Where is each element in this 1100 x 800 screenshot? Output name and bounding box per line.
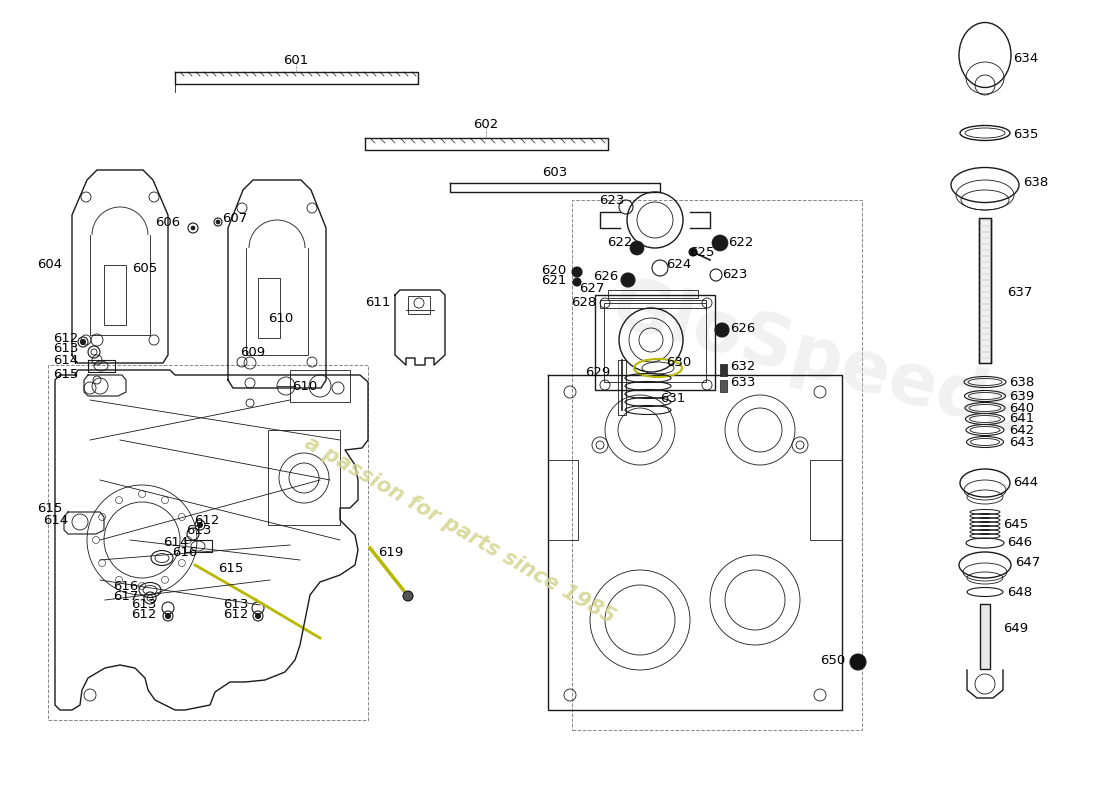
- Text: 623: 623: [722, 267, 747, 281]
- Text: 616: 616: [172, 546, 197, 558]
- Bar: [595, 295, 715, 390]
- Text: 627: 627: [579, 282, 604, 294]
- Bar: [720, 380, 727, 392]
- Text: 646: 646: [1006, 537, 1032, 550]
- Bar: [548, 460, 578, 540]
- Bar: [720, 364, 727, 376]
- Text: 612: 612: [53, 331, 78, 345]
- Circle shape: [572, 267, 582, 277]
- Text: 622: 622: [728, 237, 754, 250]
- Bar: [810, 460, 842, 540]
- Text: 613: 613: [131, 598, 156, 610]
- Text: 612: 612: [194, 514, 219, 526]
- Text: 642: 642: [1009, 423, 1034, 437]
- Circle shape: [850, 654, 866, 670]
- Circle shape: [165, 614, 170, 618]
- Text: GloSpeeds: GloSpeeds: [603, 271, 1037, 449]
- Text: 643: 643: [1009, 435, 1034, 449]
- Text: 629: 629: [585, 366, 611, 379]
- Text: 613: 613: [222, 598, 248, 610]
- Text: 610: 610: [292, 379, 317, 393]
- Bar: [572, 200, 862, 730]
- Bar: [290, 370, 350, 402]
- Text: 611: 611: [364, 297, 390, 310]
- Text: 639: 639: [1009, 390, 1034, 402]
- Text: 613: 613: [53, 342, 78, 355]
- Bar: [104, 265, 126, 325]
- Text: 641: 641: [1009, 413, 1034, 426]
- Circle shape: [621, 273, 635, 287]
- Text: 648: 648: [1006, 586, 1032, 599]
- Text: 637: 637: [1006, 286, 1033, 298]
- Bar: [48, 365, 368, 720]
- Text: 630: 630: [666, 355, 691, 369]
- Text: 613: 613: [186, 523, 211, 537]
- Text: 645: 645: [1003, 518, 1028, 530]
- Text: 650: 650: [820, 654, 845, 666]
- Circle shape: [573, 278, 581, 286]
- Bar: [979, 218, 991, 363]
- Text: 602: 602: [473, 118, 498, 131]
- Text: 615: 615: [218, 562, 243, 574]
- Text: 640: 640: [1009, 402, 1034, 414]
- Text: 631: 631: [660, 391, 685, 405]
- Bar: [268, 430, 340, 525]
- Text: 614: 614: [43, 514, 68, 526]
- Text: 625: 625: [690, 246, 715, 258]
- Circle shape: [715, 323, 729, 337]
- Text: 615: 615: [36, 502, 62, 514]
- Text: 626: 626: [730, 322, 756, 334]
- Bar: [608, 290, 698, 298]
- Bar: [258, 278, 280, 338]
- Text: 638: 638: [1009, 375, 1034, 389]
- Circle shape: [712, 235, 728, 251]
- Bar: [604, 303, 706, 382]
- Text: 610: 610: [268, 311, 294, 325]
- Text: 638: 638: [1023, 177, 1048, 190]
- Circle shape: [216, 220, 220, 224]
- Text: 609: 609: [240, 346, 265, 358]
- Text: 616: 616: [112, 579, 138, 593]
- Text: 614: 614: [163, 535, 188, 549]
- Text: 647: 647: [1015, 555, 1041, 569]
- Text: 633: 633: [730, 375, 756, 389]
- Text: 601: 601: [284, 54, 309, 66]
- Text: 621: 621: [540, 274, 566, 287]
- Circle shape: [403, 591, 412, 601]
- Text: 617: 617: [112, 590, 138, 602]
- Circle shape: [191, 226, 195, 230]
- Text: 603: 603: [542, 166, 568, 178]
- Bar: [980, 604, 990, 669]
- Bar: [618, 360, 626, 415]
- Text: 612: 612: [222, 607, 248, 621]
- Bar: [408, 296, 430, 314]
- Text: 605: 605: [132, 262, 157, 274]
- Text: 649: 649: [1003, 622, 1028, 634]
- Text: 635: 635: [1013, 129, 1038, 142]
- Text: 623: 623: [598, 194, 624, 207]
- Text: 607: 607: [222, 211, 248, 225]
- Text: 632: 632: [730, 359, 756, 373]
- Text: 614: 614: [53, 354, 78, 366]
- Text: 634: 634: [1013, 51, 1038, 65]
- Text: 626: 626: [593, 270, 618, 283]
- Text: 615: 615: [53, 367, 78, 381]
- Bar: [600, 300, 706, 308]
- Circle shape: [80, 339, 86, 345]
- Circle shape: [630, 241, 644, 255]
- Text: 606: 606: [155, 215, 180, 229]
- Text: 620: 620: [541, 263, 567, 277]
- Text: 604: 604: [37, 258, 62, 271]
- Circle shape: [689, 248, 697, 256]
- Text: 624: 624: [666, 258, 691, 271]
- Text: 619: 619: [378, 546, 404, 559]
- Text: a passion for parts since 1985: a passion for parts since 1985: [301, 433, 618, 627]
- Text: 612: 612: [131, 607, 156, 621]
- Circle shape: [255, 614, 261, 618]
- Text: 628: 628: [571, 295, 596, 309]
- Text: 622: 622: [606, 237, 632, 250]
- Circle shape: [198, 522, 202, 527]
- Text: 644: 644: [1013, 475, 1038, 489]
